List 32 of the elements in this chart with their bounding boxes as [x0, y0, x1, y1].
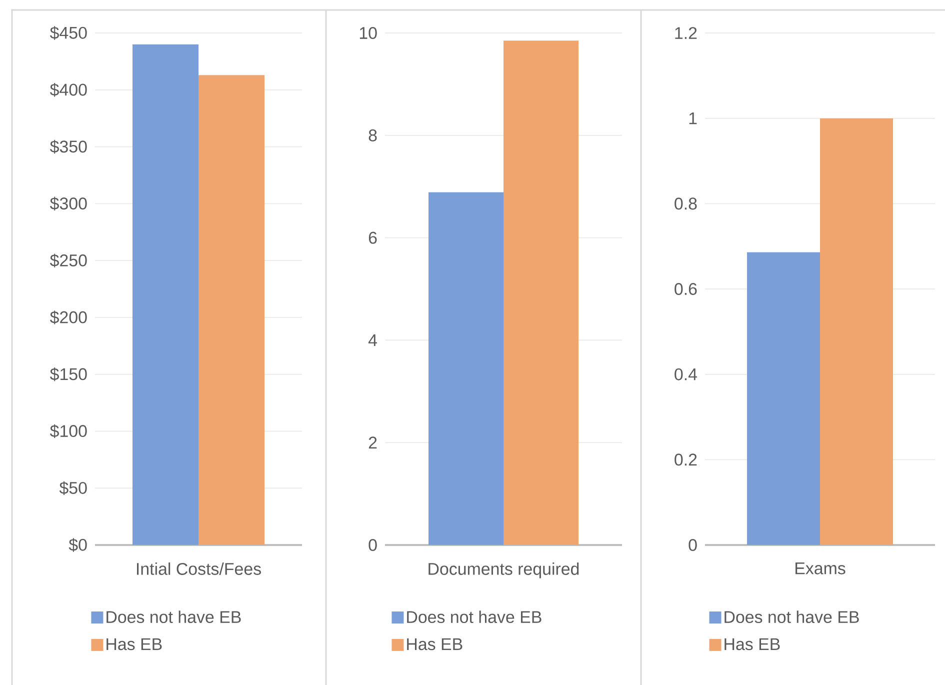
legend-label: Does not have EB: [407, 610, 542, 624]
legend-label: Has EB: [724, 638, 780, 650]
legend-label: Does not have EB: [106, 610, 241, 624]
y-tick-label: 10: [360, 26, 377, 39]
legend-label: Does not have EB: [724, 610, 859, 624]
y-tick-label: 1.2: [675, 27, 697, 39]
y-tick-label: 2: [368, 436, 377, 448]
x-tick-label: Intial Costs/Fees: [137, 562, 261, 575]
y-tick-label: $300: [50, 196, 87, 211]
y-tick-label: $250: [50, 254, 87, 268]
y-tick-label: 1: [689, 112, 697, 124]
y-tick-label: 0: [688, 538, 697, 551]
y-tick-label: $350: [50, 140, 87, 154]
y-tick-label: 6: [368, 232, 377, 244]
y-tick-label: 0.6: [674, 282, 697, 295]
y-tick-label: 0.4: [674, 368, 697, 380]
y-tick-label: 0: [368, 538, 377, 551]
y-tick-label: 0.8: [674, 198, 697, 210]
y-tick-label: $200: [50, 310, 87, 324]
y-tick-label: $0: [68, 538, 87, 552]
legend-label: Has EB: [407, 638, 462, 650]
legend-label: Has EB: [106, 638, 162, 650]
y-tick-label: 8: [368, 129, 377, 142]
y-tick-label: $400: [50, 83, 87, 97]
y-tick-label: $50: [59, 481, 87, 495]
y-tick-label: $100: [50, 424, 87, 438]
x-tick-label: Exams: [796, 562, 846, 574]
y-tick-label: 4: [368, 334, 377, 346]
y-tick-label: $450: [50, 26, 87, 40]
y-tick-label: $150: [50, 367, 87, 382]
x-tick-label: Documents required: [428, 562, 579, 578]
y-tick-label: 0.2: [674, 454, 697, 466]
